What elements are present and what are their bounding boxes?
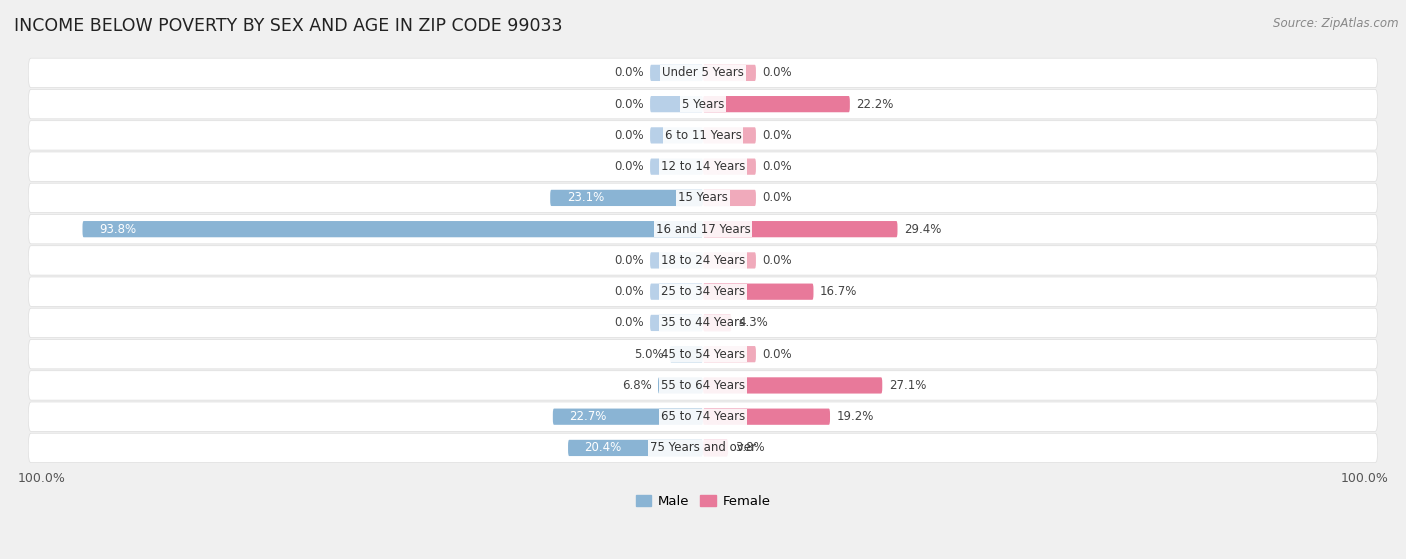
Text: 65 to 74 Years: 65 to 74 Years — [661, 410, 745, 423]
FancyBboxPatch shape — [28, 246, 1378, 275]
Text: 55 to 64 Years: 55 to 64 Years — [661, 379, 745, 392]
FancyBboxPatch shape — [28, 277, 1378, 306]
Text: 75 Years and over: 75 Years and over — [650, 442, 756, 454]
Text: 0.0%: 0.0% — [614, 316, 644, 329]
Text: 35 to 44 Years: 35 to 44 Years — [661, 316, 745, 329]
Text: INCOME BELOW POVERTY BY SEX AND AGE IN ZIP CODE 99033: INCOME BELOW POVERTY BY SEX AND AGE IN Z… — [14, 17, 562, 35]
FancyBboxPatch shape — [28, 183, 1378, 212]
FancyBboxPatch shape — [703, 440, 728, 456]
Legend: Male, Female: Male, Female — [630, 490, 776, 514]
FancyBboxPatch shape — [703, 377, 883, 394]
Text: 25 to 34 Years: 25 to 34 Years — [661, 285, 745, 298]
FancyBboxPatch shape — [650, 65, 703, 81]
FancyBboxPatch shape — [658, 377, 703, 394]
FancyBboxPatch shape — [28, 121, 1378, 150]
FancyBboxPatch shape — [703, 190, 756, 206]
FancyBboxPatch shape — [28, 402, 1378, 432]
Text: 16.7%: 16.7% — [820, 285, 858, 298]
FancyBboxPatch shape — [703, 252, 756, 268]
Text: 29.4%: 29.4% — [904, 222, 942, 236]
FancyBboxPatch shape — [28, 89, 1378, 119]
Text: 18 to 24 Years: 18 to 24 Years — [661, 254, 745, 267]
Text: 0.0%: 0.0% — [614, 129, 644, 142]
Text: 0.0%: 0.0% — [762, 254, 792, 267]
FancyBboxPatch shape — [28, 308, 1378, 338]
Text: 93.8%: 93.8% — [98, 222, 136, 236]
Text: 0.0%: 0.0% — [762, 348, 792, 361]
Text: 22.2%: 22.2% — [856, 98, 894, 111]
Text: 0.0%: 0.0% — [614, 160, 644, 173]
FancyBboxPatch shape — [28, 371, 1378, 400]
Text: 0.0%: 0.0% — [614, 254, 644, 267]
FancyBboxPatch shape — [650, 283, 703, 300]
Text: 0.0%: 0.0% — [614, 98, 644, 111]
FancyBboxPatch shape — [703, 283, 814, 300]
Text: 16 and 17 Years: 16 and 17 Years — [655, 222, 751, 236]
FancyBboxPatch shape — [28, 215, 1378, 244]
Text: 0.0%: 0.0% — [614, 67, 644, 79]
Text: 4.3%: 4.3% — [738, 316, 768, 329]
FancyBboxPatch shape — [28, 152, 1378, 181]
Text: 5 Years: 5 Years — [682, 98, 724, 111]
FancyBboxPatch shape — [568, 440, 703, 456]
FancyBboxPatch shape — [650, 127, 703, 144]
Text: 0.0%: 0.0% — [762, 191, 792, 205]
FancyBboxPatch shape — [703, 127, 756, 144]
FancyBboxPatch shape — [703, 65, 756, 81]
FancyBboxPatch shape — [703, 346, 756, 362]
FancyBboxPatch shape — [650, 159, 703, 175]
Text: 19.2%: 19.2% — [837, 410, 875, 423]
FancyBboxPatch shape — [669, 346, 703, 362]
Text: 27.1%: 27.1% — [889, 379, 927, 392]
FancyBboxPatch shape — [650, 96, 703, 112]
FancyBboxPatch shape — [83, 221, 703, 237]
Text: Under 5 Years: Under 5 Years — [662, 67, 744, 79]
Text: 0.0%: 0.0% — [614, 285, 644, 298]
Text: 6 to 11 Years: 6 to 11 Years — [665, 129, 741, 142]
Text: 0.0%: 0.0% — [762, 67, 792, 79]
Text: 22.7%: 22.7% — [569, 410, 607, 423]
FancyBboxPatch shape — [28, 433, 1378, 463]
FancyBboxPatch shape — [650, 315, 703, 331]
Text: Source: ZipAtlas.com: Source: ZipAtlas.com — [1274, 17, 1399, 30]
FancyBboxPatch shape — [703, 221, 897, 237]
FancyBboxPatch shape — [28, 58, 1378, 88]
Text: 6.8%: 6.8% — [621, 379, 651, 392]
Text: 0.0%: 0.0% — [762, 129, 792, 142]
FancyBboxPatch shape — [703, 409, 830, 425]
Text: 20.4%: 20.4% — [585, 442, 621, 454]
Text: 5.0%: 5.0% — [634, 348, 664, 361]
FancyBboxPatch shape — [650, 252, 703, 268]
Text: 3.8%: 3.8% — [735, 442, 765, 454]
FancyBboxPatch shape — [28, 339, 1378, 369]
FancyBboxPatch shape — [553, 409, 703, 425]
FancyBboxPatch shape — [703, 159, 756, 175]
FancyBboxPatch shape — [703, 315, 731, 331]
Text: 23.1%: 23.1% — [567, 191, 605, 205]
Text: 45 to 54 Years: 45 to 54 Years — [661, 348, 745, 361]
Text: 12 to 14 Years: 12 to 14 Years — [661, 160, 745, 173]
Text: 0.0%: 0.0% — [762, 160, 792, 173]
Text: 15 Years: 15 Years — [678, 191, 728, 205]
FancyBboxPatch shape — [550, 190, 703, 206]
FancyBboxPatch shape — [703, 96, 849, 112]
